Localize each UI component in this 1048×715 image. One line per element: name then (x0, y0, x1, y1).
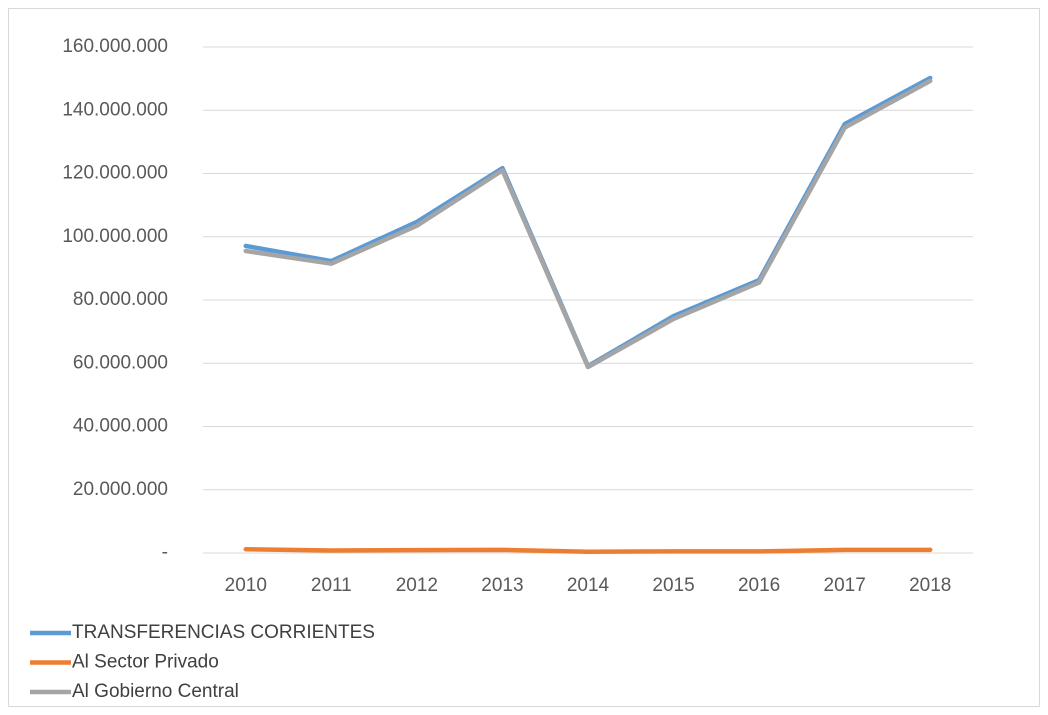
y-tick-label: 20.000.000 (73, 479, 168, 500)
chart-border (8, 8, 1040, 707)
legend-label: Al Sector Privado (72, 652, 219, 673)
y-tick-label: 60.000.000 (73, 352, 168, 373)
x-tick-label: 2018 (909, 575, 951, 596)
x-tick-label: 2014 (567, 575, 610, 596)
y-tick-label: - (162, 542, 168, 563)
y-tick-label: 160.000.000 (62, 36, 168, 57)
x-tick-label: 2016 (738, 575, 780, 596)
x-tick-label: 2010 (225, 575, 267, 596)
legend-label: TRANSFERENCIAS CORRIENTES (72, 622, 375, 643)
x-tick-label: 2012 (396, 575, 438, 596)
y-tick-label: 140.000.000 (62, 99, 168, 120)
y-tick-label: 40.000.000 (73, 416, 168, 437)
y-tick-label: 80.000.000 (73, 289, 168, 310)
legend: TRANSFERENCIAS CORRIENTES Al Sector Priva… (30, 622, 375, 702)
x-tick-label: 2011 (311, 575, 352, 596)
x-tick-label: 2015 (652, 575, 694, 596)
legend-label: Al Gobierno Central (72, 681, 239, 702)
y-tick-label: 120.000.000 (62, 163, 168, 184)
x-tick-label: 2017 (824, 575, 866, 596)
series-line (243, 546, 933, 554)
y-tick-label: 100.000.000 (62, 226, 168, 247)
series-line (243, 78, 933, 370)
x-tick-label: 2013 (481, 575, 523, 596)
